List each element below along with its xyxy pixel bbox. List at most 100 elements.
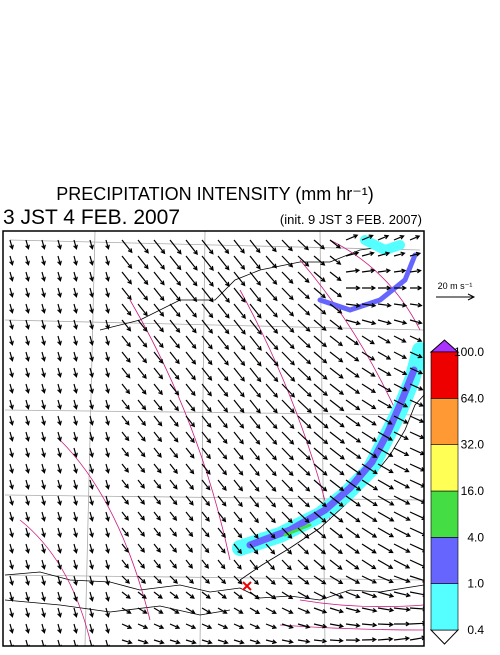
title: PRECIPITATION INTENSITY (mm hr⁻¹) bbox=[56, 184, 374, 204]
wind-arrow bbox=[185, 463, 195, 475]
wind-arrow bbox=[121, 623, 133, 629]
wind-arrow bbox=[137, 415, 146, 427]
wind-arrow bbox=[313, 287, 327, 299]
wind-arrow bbox=[169, 415, 179, 427]
wind-arrow bbox=[265, 303, 278, 318]
location-marker bbox=[242, 581, 252, 591]
wind-arrow bbox=[297, 638, 311, 644]
wind-arrow bbox=[153, 239, 166, 255]
wind-arrow bbox=[25, 303, 30, 314]
wind-arrow bbox=[89, 575, 94, 586]
wind-arrow bbox=[121, 591, 131, 599]
wind-arrow bbox=[393, 463, 410, 473]
wind-arrow bbox=[73, 239, 78, 250]
wind-arrow bbox=[73, 575, 78, 586]
wind-arrow bbox=[313, 591, 327, 599]
wind-arrow bbox=[377, 251, 391, 257]
wind-arrow bbox=[409, 235, 421, 241]
wind-arrow bbox=[121, 543, 129, 553]
wind-arrow bbox=[249, 431, 261, 445]
reference-vector-label: 20 m s⁻¹ bbox=[438, 281, 473, 291]
wind-arrow bbox=[313, 335, 327, 348]
wind-arrow bbox=[89, 527, 94, 538]
wind-arrow bbox=[121, 511, 129, 521]
wind-arrow bbox=[265, 319, 279, 334]
wind-arrow bbox=[25, 511, 30, 522]
wind-arrow bbox=[121, 431, 130, 442]
colorbar-label: 64.0 bbox=[461, 391, 485, 405]
wind-arrow bbox=[233, 431, 244, 445]
wind-arrow bbox=[265, 351, 279, 367]
wind-arrow bbox=[89, 255, 94, 266]
wind-arrow bbox=[313, 383, 328, 397]
wind-arrow bbox=[105, 511, 110, 522]
colorbar-label: 100.0 bbox=[454, 345, 484, 359]
wind-arrow bbox=[9, 447, 14, 458]
wind-arrow bbox=[201, 575, 210, 584]
wind-arrow bbox=[265, 495, 277, 508]
wind-arrow bbox=[377, 527, 395, 538]
wind-arrow bbox=[41, 351, 46, 362]
wind-arrow bbox=[25, 287, 30, 298]
wind-arrow bbox=[313, 239, 326, 250]
wind-arrow bbox=[41, 447, 46, 458]
wind-arrow bbox=[169, 639, 181, 645]
wind-arrow bbox=[265, 255, 278, 269]
wind-arrow bbox=[361, 383, 377, 394]
wind-arrow bbox=[201, 591, 211, 599]
wind-arrow bbox=[41, 319, 46, 330]
wind-arrow bbox=[409, 463, 424, 472]
wind-arrow bbox=[73, 447, 78, 458]
wind-arrow bbox=[137, 431, 146, 442]
wind-arrow bbox=[9, 527, 14, 538]
wind-arrow bbox=[393, 415, 409, 424]
wind-arrow bbox=[57, 511, 62, 522]
wind-arrow bbox=[281, 239, 293, 252]
wind-arrow bbox=[153, 479, 162, 490]
wind-arrow bbox=[201, 367, 213, 381]
wind-arrow bbox=[137, 383, 147, 395]
map-area bbox=[4, 231, 424, 646]
wind-arrow bbox=[25, 447, 30, 458]
wind-arrow bbox=[393, 621, 411, 627]
wind-arrow bbox=[393, 543, 411, 553]
wind-arrow bbox=[297, 559, 309, 571]
colorbar-segment bbox=[430, 351, 459, 399]
wind-arrow bbox=[25, 399, 30, 410]
wind-arrow bbox=[265, 607, 277, 614]
wind-arrow bbox=[393, 431, 409, 440]
colorbar-label: 16.0 bbox=[461, 484, 485, 498]
coastline bbox=[4, 244, 424, 616]
wind-arrow bbox=[249, 495, 260, 508]
wind-arrow bbox=[265, 415, 278, 430]
wind-arrow bbox=[393, 495, 411, 505]
wind-arrow bbox=[281, 559, 292, 571]
wind-arrow bbox=[249, 479, 260, 492]
wind-arrow bbox=[9, 255, 14, 266]
wind-arrow bbox=[313, 479, 328, 492]
wind-arrow bbox=[409, 251, 422, 257]
wind-arrow bbox=[105, 607, 110, 618]
wind-arrow bbox=[249, 591, 260, 600]
wind-arrow bbox=[57, 239, 62, 250]
colorbar-label: 4.0 bbox=[467, 530, 484, 544]
wind-arrow bbox=[361, 234, 374, 241]
wind-arrow bbox=[265, 399, 278, 414]
wind-arrow bbox=[393, 335, 407, 343]
wind-arrow bbox=[345, 383, 361, 394]
wind-arrow bbox=[249, 639, 261, 645]
wind-arrow bbox=[201, 255, 214, 271]
wind-arrow bbox=[281, 575, 293, 585]
wind-arrow bbox=[233, 463, 244, 476]
colorbar-label: 32.0 bbox=[461, 438, 485, 452]
wind-arrow bbox=[105, 271, 110, 282]
wind-arrow bbox=[9, 543, 14, 554]
wind-arrow bbox=[409, 335, 423, 343]
wind-arrow bbox=[313, 623, 328, 629]
wind-arrow bbox=[105, 479, 110, 490]
wind-arrow bbox=[137, 607, 148, 614]
wind-arrow bbox=[281, 479, 294, 492]
wind-arrow bbox=[89, 287, 94, 298]
wind-arrow bbox=[233, 351, 246, 367]
